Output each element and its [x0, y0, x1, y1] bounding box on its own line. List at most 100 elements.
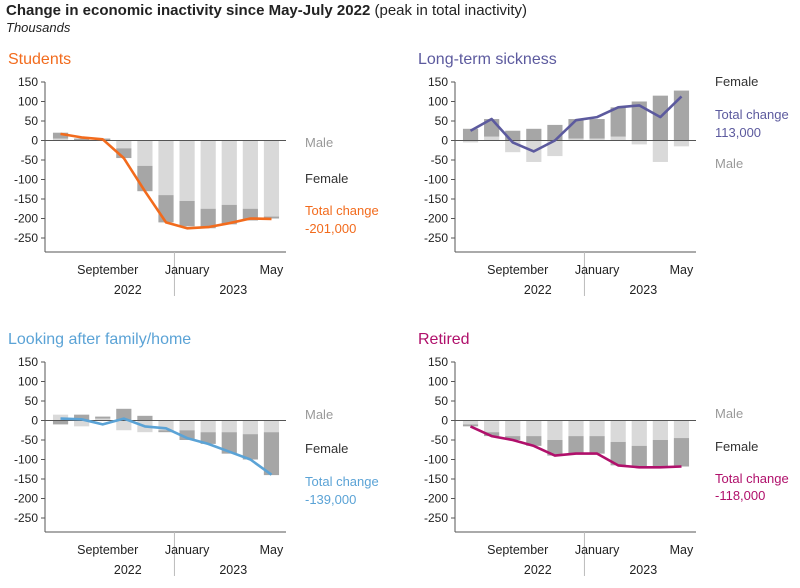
- male-bar: [137, 140, 153, 166]
- female-bar: [610, 107, 626, 137]
- legend-female: Female: [305, 171, 348, 186]
- total-change-line: [60, 417, 273, 476]
- y-tick-label: -50: [431, 433, 449, 447]
- male-bar: [52, 138, 69, 141]
- chart-panel-3: Retired 150 100 50 0 -50 -100 -150 -200 -250 Septe…: [418, 331, 789, 577]
- y-tick-label: -150: [14, 192, 38, 206]
- female-bar: [484, 432, 500, 437]
- legend-female: Female: [305, 441, 348, 456]
- total-change-line: [469, 425, 682, 469]
- chart-panel-0: Students 150 100 50 0 -50 -100 -150 -200 -250 Sept…: [8, 51, 379, 297]
- male-bar: [200, 420, 216, 433]
- male-bar: [547, 140, 563, 157]
- y-tick-label: -100: [14, 173, 38, 187]
- y-tick-label: -250: [14, 231, 38, 245]
- x-tick-label: January: [165, 263, 210, 277]
- female-bar: [242, 208, 258, 221]
- legend-male: Male: [715, 406, 743, 421]
- female-bar: [52, 132, 69, 139]
- y-tick-label: 100: [18, 375, 38, 389]
- legend-male: Male: [715, 156, 743, 171]
- x-tick-label: May: [260, 543, 284, 557]
- female-bar: [631, 445, 647, 468]
- female-bar: [652, 440, 668, 468]
- y-tick-label: 0: [441, 414, 448, 428]
- male-bar: [158, 420, 174, 431]
- female-bar: [221, 432, 237, 454]
- male-bar: [631, 420, 647, 446]
- y-tick-label: 100: [428, 375, 448, 389]
- legend-total-value: -139,000: [305, 492, 356, 507]
- y-tick-label: -250: [424, 231, 448, 245]
- y-tick-label: -50: [21, 153, 39, 167]
- x-tick-label: January: [165, 543, 210, 557]
- y-tick-label: -150: [424, 472, 448, 486]
- x-tick-label: January: [575, 263, 620, 277]
- male-bar: [673, 420, 690, 439]
- female-bar: [568, 436, 584, 454]
- male-bar: [116, 420, 132, 431]
- female-bar: [505, 436, 521, 440]
- legend-total-value: -118,000: [715, 488, 765, 503]
- female-bar: [179, 200, 195, 227]
- female-bar: [116, 148, 132, 159]
- legend-total-name: Total change: [715, 471, 789, 486]
- page-subtitle: Thousands: [6, 20, 71, 35]
- x-tick-label: May: [670, 543, 694, 557]
- male-bar: [631, 140, 647, 145]
- female-bar: [179, 430, 195, 440]
- female-bar: [52, 420, 69, 425]
- y-tick-label: 150: [18, 75, 38, 89]
- male-bar: [242, 420, 258, 435]
- chart-title: Looking after family/home: [8, 331, 191, 348]
- female-bar: [589, 436, 605, 454]
- male-bar: [547, 420, 563, 440]
- y-tick-label: -50: [21, 433, 39, 447]
- chart-title: Long-term sickness: [418, 51, 557, 68]
- male-bar: [263, 420, 280, 433]
- x-tick-label: September: [77, 263, 138, 277]
- y-tick-label: 150: [18, 355, 38, 369]
- legend-total-name: Total change: [305, 474, 379, 489]
- chart-panel-1: Long-term sickness 150 100 50 0 -50 -100 -150 -2…: [418, 51, 789, 297]
- y-tick-label: 50: [25, 114, 39, 128]
- female-bar: [137, 165, 153, 192]
- female-bar: [74, 414, 90, 421]
- y-tick-label: 50: [435, 114, 449, 128]
- female-bar: [137, 415, 153, 421]
- y-tick-label: 0: [441, 134, 448, 148]
- y-tick-label: 100: [428, 95, 448, 109]
- male-bar: [673, 140, 690, 147]
- male-bar: [462, 140, 479, 143]
- total-change-line: [60, 132, 272, 230]
- page-title-bold: Change in economic inactivity since May-…: [6, 2, 371, 19]
- female-bar: [242, 434, 258, 460]
- male-bar: [589, 420, 605, 437]
- female-bar: [95, 416, 111, 419]
- male-bar: [505, 420, 521, 437]
- year-label: 2022: [524, 563, 552, 577]
- legend-female: Female: [715, 439, 758, 454]
- female-bar: [526, 128, 542, 141]
- female-bar: [74, 138, 90, 141]
- male-bar: [462, 420, 479, 425]
- legend-total-value: 113,000: [715, 125, 761, 140]
- female-bar: [116, 408, 132, 421]
- male-bar: [505, 140, 521, 153]
- female-bar: [631, 101, 647, 141]
- y-tick-label: -100: [14, 453, 38, 467]
- y-tick-label: 0: [31, 414, 38, 428]
- y-tick-label: -200: [424, 212, 448, 226]
- male-bar: [158, 140, 174, 196]
- y-tick-label: -250: [14, 511, 38, 525]
- legend-total-value: -201,000: [305, 221, 356, 236]
- year-label: 2022: [114, 563, 142, 577]
- legend-male: Male: [305, 135, 333, 150]
- y-tick-label: -100: [424, 453, 448, 467]
- x-tick-label: September: [487, 543, 548, 557]
- male-bar: [652, 140, 668, 162]
- female-bar: [263, 216, 280, 219]
- chart-panel-2: Looking after family/home 150 100 50 0 -50 -10…: [8, 331, 379, 577]
- y-tick-label: 150: [428, 75, 448, 89]
